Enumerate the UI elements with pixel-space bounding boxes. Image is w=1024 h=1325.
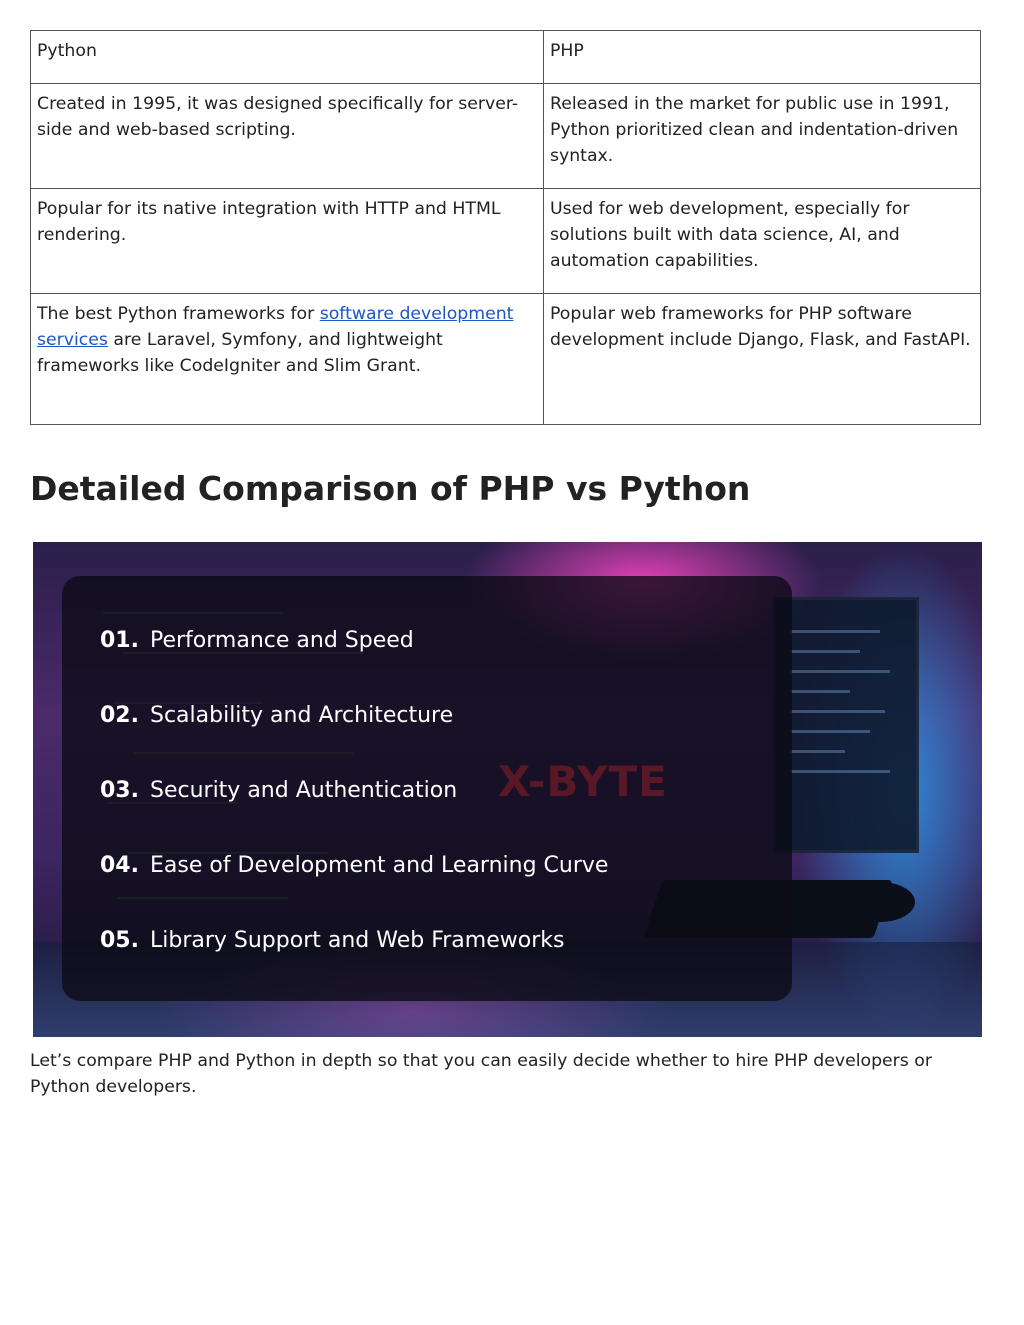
topic-label: Ease of Development and Learning Curve [149, 853, 609, 878]
intro-paragraph: Let’s compare PHP and Python in depth so… [30, 1051, 932, 1097]
topic-number: 02. [100, 703, 139, 728]
table-cell: Used for web development, especially for… [543, 188, 981, 294]
topic-number: 01. [100, 628, 139, 653]
topic-label: Scalability and Architecture [149, 703, 454, 728]
comparison-table: Python PHP Created in 1995, it was desig… [30, 30, 981, 425]
topic-item: 01. Performance and Speed [100, 626, 414, 656]
table-cell: Created in 1995, it was designed specifi… [30, 83, 544, 189]
cell-text: The best Python frameworks for [37, 304, 320, 324]
topic-item: 05. Library Support and Web Frameworks [100, 926, 564, 956]
topic-item: 02. Scalability and Architecture [100, 701, 453, 731]
topic-label: Library Support and Web Frameworks [149, 928, 565, 953]
table-row: Created in 1995, it was designed specifi… [30, 83, 981, 189]
table-header-php: PHP [543, 30, 981, 84]
table-header-python: Python [30, 30, 544, 84]
table-row: The best Python frameworks for software … [30, 293, 981, 425]
topic-item: 04. Ease of Development and Learning Cur… [100, 851, 608, 881]
table-row: Popular for its native integration with … [30, 188, 981, 294]
topics-card [62, 576, 792, 1001]
topic-number: 04. [100, 853, 139, 878]
software-development-services-link[interactable]: software development services [37, 304, 514, 350]
mouse-graphic [845, 882, 915, 922]
table-cell: Popular for its native integration with … [30, 188, 544, 294]
topic-item: 03. Security and Authentication [100, 776, 457, 806]
table-cell: The best Python frameworks for software … [30, 293, 544, 425]
table-cell: Released in the market for public use in… [543, 83, 981, 189]
topic-label: Security and Authentication [149, 778, 458, 803]
comparison-topics-image: X-BYTE 01. Performance and Speed 02. Sca… [33, 542, 982, 1037]
section-heading: Detailed Comparison of PHP vs Python [30, 469, 751, 508]
topic-number: 03. [100, 778, 139, 803]
x-byte-watermark: X-BYTE [498, 757, 668, 806]
monitor-graphic [773, 597, 919, 853]
table-cell: Popular web frameworks for PHP software … [543, 293, 981, 425]
table-header-row: Python PHP [30, 30, 981, 84]
topic-label: Performance and Speed [149, 628, 414, 653]
topic-number: 05. [100, 928, 139, 953]
cell-text: are Laravel, Symfony, and lightweight fr… [37, 330, 443, 376]
